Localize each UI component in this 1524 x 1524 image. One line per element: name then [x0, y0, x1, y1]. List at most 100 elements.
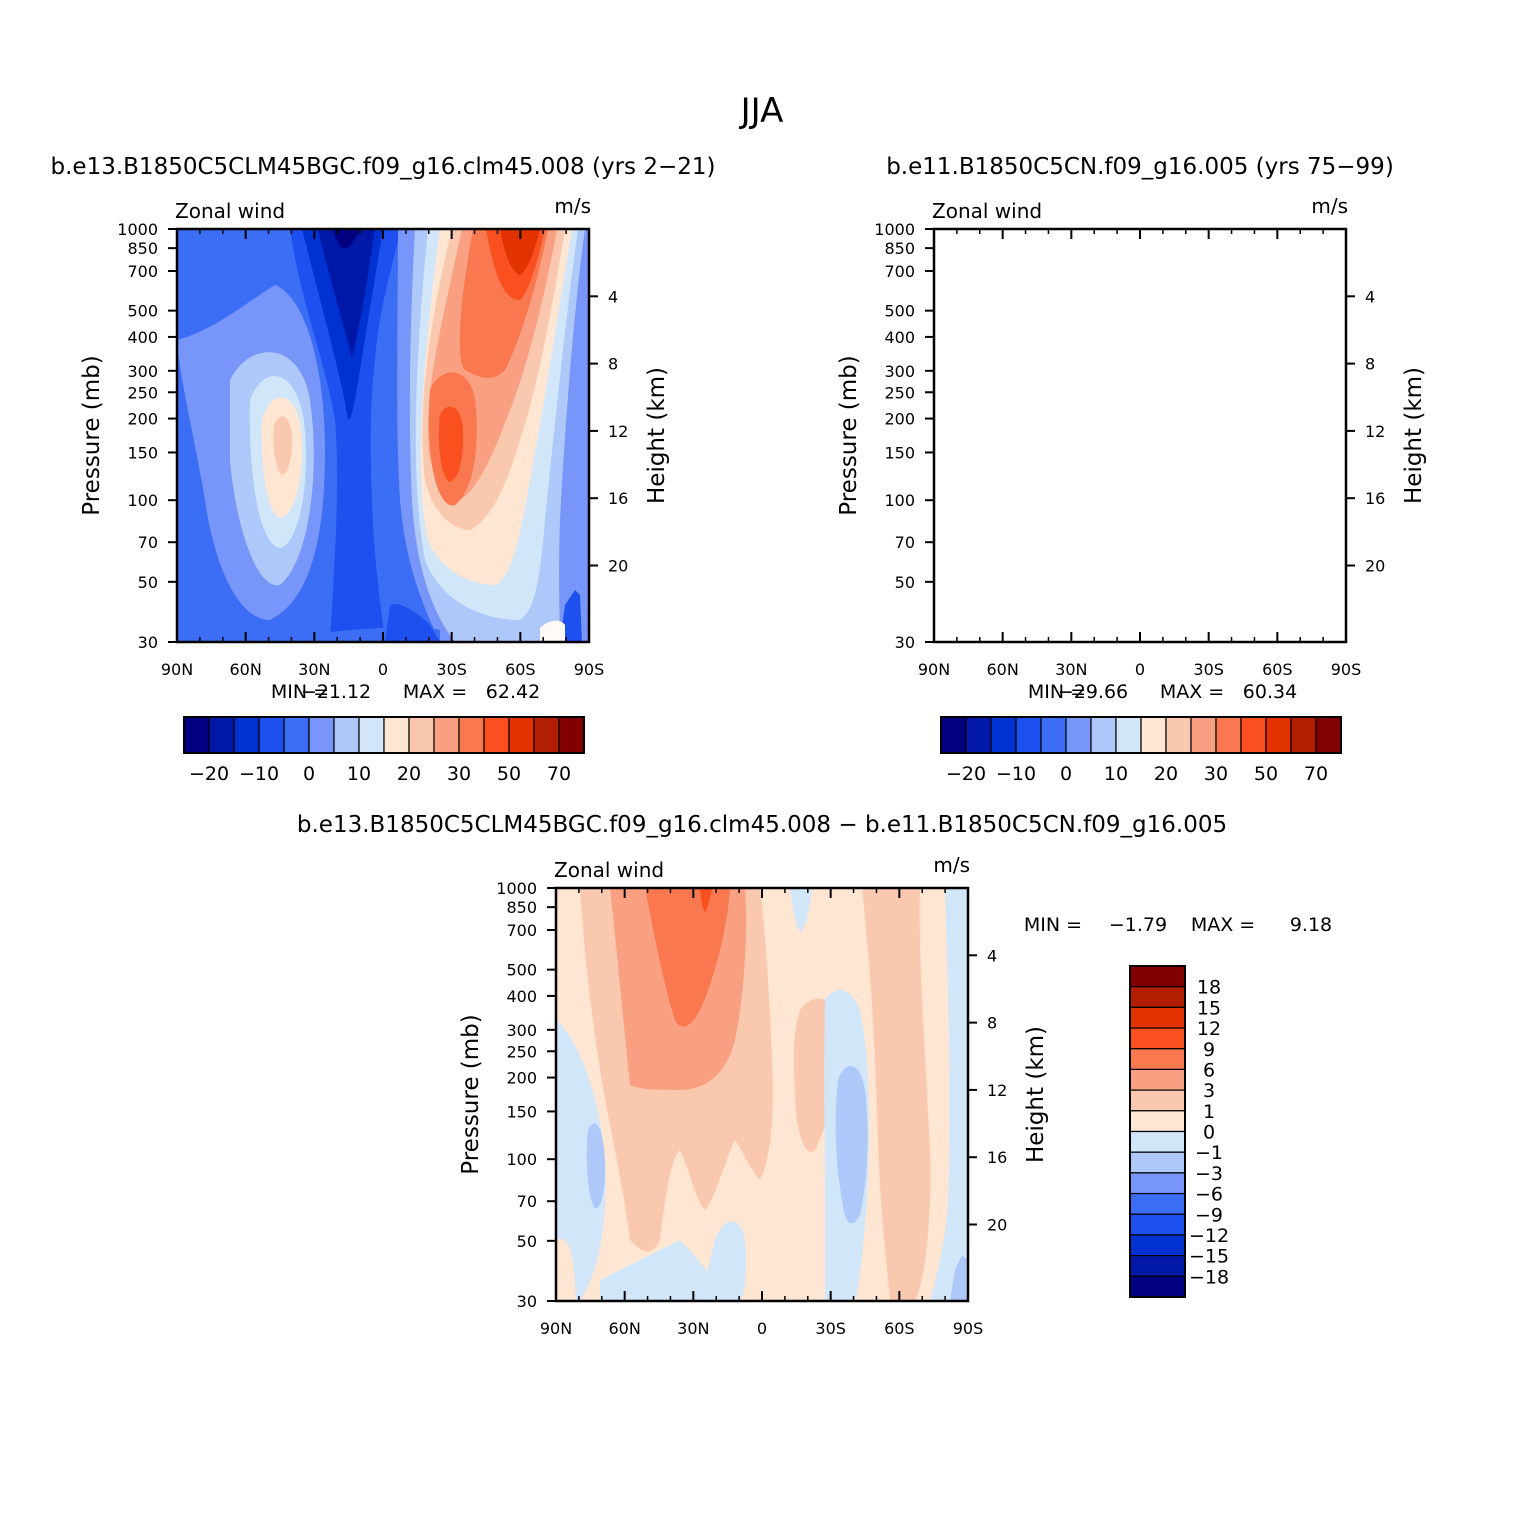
colorbar-label: 20 — [1154, 763, 1178, 785]
y-tick-label: 200 — [506, 1069, 537, 1088]
y-tick-label: 850 — [506, 898, 537, 917]
y-tick-label: 150 — [884, 443, 915, 462]
y-tick-label: 250 — [506, 1042, 537, 1061]
panel-1-contour-field — [177, 229, 589, 642]
colorbar-box — [940, 716, 967, 754]
colorbar-box — [183, 716, 210, 754]
y2-tick-label: 8 — [608, 355, 618, 374]
y-tick-label: 100 — [506, 1150, 537, 1169]
y-tick-label: 150 — [506, 1102, 537, 1121]
colorbar-label: 20 — [397, 763, 421, 785]
y-tick-label: 400 — [506, 987, 537, 1006]
colorbar-box — [1040, 716, 1067, 754]
colorbar-label: −12 — [1189, 1225, 1229, 1247]
panel-2-contour-field — [934, 229, 1346, 642]
figure-title: JJA — [739, 91, 784, 131]
colorbar-box — [383, 716, 410, 754]
panel-3-min-value: −1.79 — [1109, 914, 1167, 936]
panel-2-colorbar: −20 −10 0 10 20 30 50 70 — [940, 716, 1342, 785]
panel-1-units: m/s — [554, 194, 591, 218]
panel-1-max-label: MAX = — [403, 681, 467, 703]
x-tick-label: 90N — [540, 1319, 572, 1338]
colorbar-label: 0 — [1060, 763, 1072, 785]
colorbar-frame — [940, 716, 1342, 754]
x-tick-label: 90S — [574, 660, 605, 679]
y-tick-label: 50 — [895, 573, 915, 592]
colorbar-box — [1065, 716, 1092, 754]
colorbar-label: 3 — [1203, 1080, 1215, 1102]
colorbar-box — [233, 716, 260, 754]
colorbar-box — [1129, 1172, 1186, 1195]
y-tick-label: 70 — [138, 533, 158, 552]
colorbar-box — [1129, 1130, 1186, 1153]
panel-1-min-label: MIN = — [271, 681, 329, 703]
y2-tick-label: 16 — [987, 1148, 1007, 1167]
y2-tick-label: 20 — [608, 557, 628, 576]
y-tick-label: 30 — [138, 633, 158, 652]
x-tick-label: 30N — [677, 1319, 709, 1338]
y-tick-label: 700 — [127, 262, 158, 281]
x-tick-label: 60S — [884, 1319, 915, 1338]
x-tick-label: 90S — [1331, 660, 1362, 679]
x-tick-label: 30S — [815, 1319, 846, 1338]
panel-1-min-value: −21.12 — [301, 681, 371, 703]
colorbar-box — [965, 716, 992, 754]
x-tick-label: 60N — [987, 660, 1019, 679]
colorbar-label: −18 — [1189, 1266, 1229, 1288]
y-tick-label: 300 — [884, 362, 915, 381]
colorbar-label: 1 — [1203, 1101, 1215, 1123]
panel-1-contour-neg15 — [318, 229, 375, 358]
panel-1-max-value: 62.42 — [486, 681, 540, 703]
colorbar-box — [358, 716, 385, 754]
y2-tick-label: 8 — [987, 1014, 997, 1033]
panel-1-contour-neg20 — [333, 229, 360, 249]
y2-tick-label: 4 — [1365, 287, 1375, 306]
panel-3: b.e13.B1850C5CLM45BGC.f09_g16.clm45.008 … — [297, 812, 1332, 1338]
y2-axis-label: Height (km) — [1023, 1026, 1049, 1163]
panel-2-units: m/s — [1311, 194, 1348, 218]
y-tick-label: 1000 — [874, 220, 915, 239]
y2-axis-label: Height (km) — [1401, 367, 1427, 504]
y-tick-label: 200 — [884, 410, 915, 429]
colorbar-box — [1129, 1068, 1186, 1091]
y-tick-label: 500 — [127, 302, 158, 321]
colorbar-label: 0 — [1203, 1122, 1215, 1144]
colorbar-label: −20 — [189, 763, 229, 785]
y-tick-label: 400 — [127, 328, 158, 347]
colorbar-box — [1129, 965, 1186, 988]
y-tick-label: 700 — [884, 262, 915, 281]
colorbar-label: −10 — [996, 763, 1036, 785]
colorbar-box — [433, 716, 460, 754]
y-tick-label: 30 — [895, 633, 915, 652]
panel-3-left-string: Zonal wind — [554, 858, 664, 882]
x-tick-label: 90N — [161, 660, 193, 679]
panel-1-colorbar: −20 −10 0 10 20 30 50 70 — [183, 716, 585, 785]
y-tick-label: 1000 — [117, 220, 158, 239]
colorbar-label: 10 — [347, 763, 371, 785]
colorbar-box — [1129, 1234, 1186, 1257]
colorbar-box — [458, 716, 485, 754]
panel-2-max-value: 60.34 — [1243, 681, 1297, 703]
colorbar-box — [1129, 1192, 1186, 1215]
x-tick-label: 30N — [1055, 660, 1087, 679]
y-tick-label: 300 — [127, 362, 158, 381]
colorbar-label: −6 — [1195, 1184, 1223, 1206]
colorbar-label: 0 — [303, 763, 315, 785]
x-tick-label: 30N — [298, 660, 330, 679]
y2-tick-label: 12 — [1365, 422, 1385, 441]
y2-tick-label: 8 — [1365, 355, 1375, 374]
x-tick-label: 90S — [953, 1319, 984, 1338]
y-tick-label: 1000 — [496, 879, 537, 898]
y2-tick-label: 20 — [987, 1216, 1007, 1235]
panel-2-title: b.e11.B1850C5CN.f09_g16.005 (yrs 75−99) — [886, 154, 1394, 180]
y2-tick-label: 16 — [608, 489, 628, 508]
colorbar-label: 30 — [1204, 763, 1228, 785]
colorbar-label: 10 — [1104, 763, 1128, 785]
colorbar-box — [1129, 1027, 1186, 1050]
colorbar-frame — [183, 716, 585, 754]
y2-tick-label: 16 — [1365, 489, 1385, 508]
colorbar-label: −20 — [946, 763, 986, 785]
